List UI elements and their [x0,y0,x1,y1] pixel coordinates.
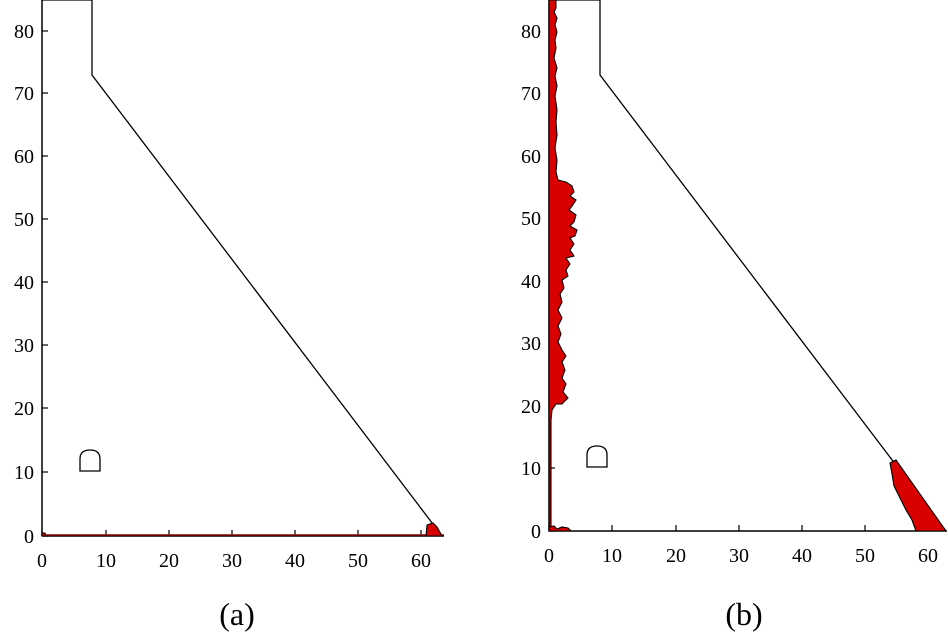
panel-a-gallery-opening [79,449,101,472]
panel-b-damage-upstream-face [548,0,578,532]
panel-b-y-tick-80: 80 [521,21,541,43]
panel-a-y-tick-60: 60 [14,146,34,168]
panel-b-x-tick-60: 60 [918,545,938,567]
panel-a-y-tick-0: 0 [24,526,34,548]
panel-b-y-tick-40: 40 [521,271,541,293]
panel-b-x-tick-20: 20 [666,545,686,567]
panel-b-x-tick-30: 30 [729,545,749,567]
panel-b-y-tick-60: 60 [521,146,541,168]
panel-b-y-tick-50: 50 [521,208,541,230]
panel-b-y-tick-10: 10 [521,458,541,480]
panel-a-damage-toe [425,522,443,537]
panel-b-y-tick-labels: 0 10 20 30 40 50 60 70 80 [521,21,541,543]
panel-b-damage-toe [889,459,948,532]
panel-b-x-tick-0: 0 [544,545,554,567]
panel-a: 0 10 20 30 40 50 60 70 80 0 10 20 30 40 … [14,0,444,632]
panel-b-y-tick-20: 20 [521,396,541,418]
panel-a-y-tick-70: 70 [14,83,34,105]
panel-a-x-tick-60: 60 [411,550,431,572]
panel-a-y-tick-10: 10 [14,462,34,484]
panel-b-dam-outline [549,0,947,532]
panel-a-y-tick-50: 50 [14,209,34,231]
panel-a-y-ticks [42,30,48,537]
panel-a-x-tick-10: 10 [96,550,116,572]
panel-a-x-tick-20: 20 [159,550,179,572]
panel-a-y-tick-40: 40 [14,272,34,294]
panel-a-x-tick-40: 40 [285,550,305,572]
panel-b-gallery-opening [586,445,608,468]
panel-a-y-tick-30: 30 [14,335,34,357]
panel-a-x-tick-50: 50 [348,550,368,572]
panel-a-y-tick-20: 20 [14,398,34,420]
panel-b-y-tick-70: 70 [521,83,541,105]
panel-a-x-tick-0: 0 [37,550,47,572]
panel-b-y-tick-30: 30 [521,333,541,355]
panel-b-x-ticks [548,525,929,531]
panel-a-y-tick-labels: 0 10 20 30 40 50 60 70 80 [14,21,34,548]
panel-b-x-tick-10: 10 [602,545,622,567]
panel-a-caption: (a) [219,596,255,632]
panel-a-x-tick-30: 30 [222,550,242,572]
panel-a-damage-heel [41,532,47,537]
panel-b-x-tick-labels: 0 10 20 30 40 50 60 [544,545,938,567]
panel-b-x-tick-40: 40 [792,545,812,567]
panel-b-x-tick-50: 50 [855,545,875,567]
panel-a-dam-outline [42,0,443,537]
panel-b-damage-heel [548,525,573,532]
panel-a-y-tick-80: 80 [14,21,34,43]
panel-b-caption: (b) [725,596,762,632]
panel-b-y-tick-0: 0 [531,521,541,543]
panel-a-x-tick-labels: 0 10 20 30 40 50 60 [37,550,431,572]
panel-b: 0 10 20 30 40 50 60 70 80 0 10 20 30 40 … [521,0,948,632]
